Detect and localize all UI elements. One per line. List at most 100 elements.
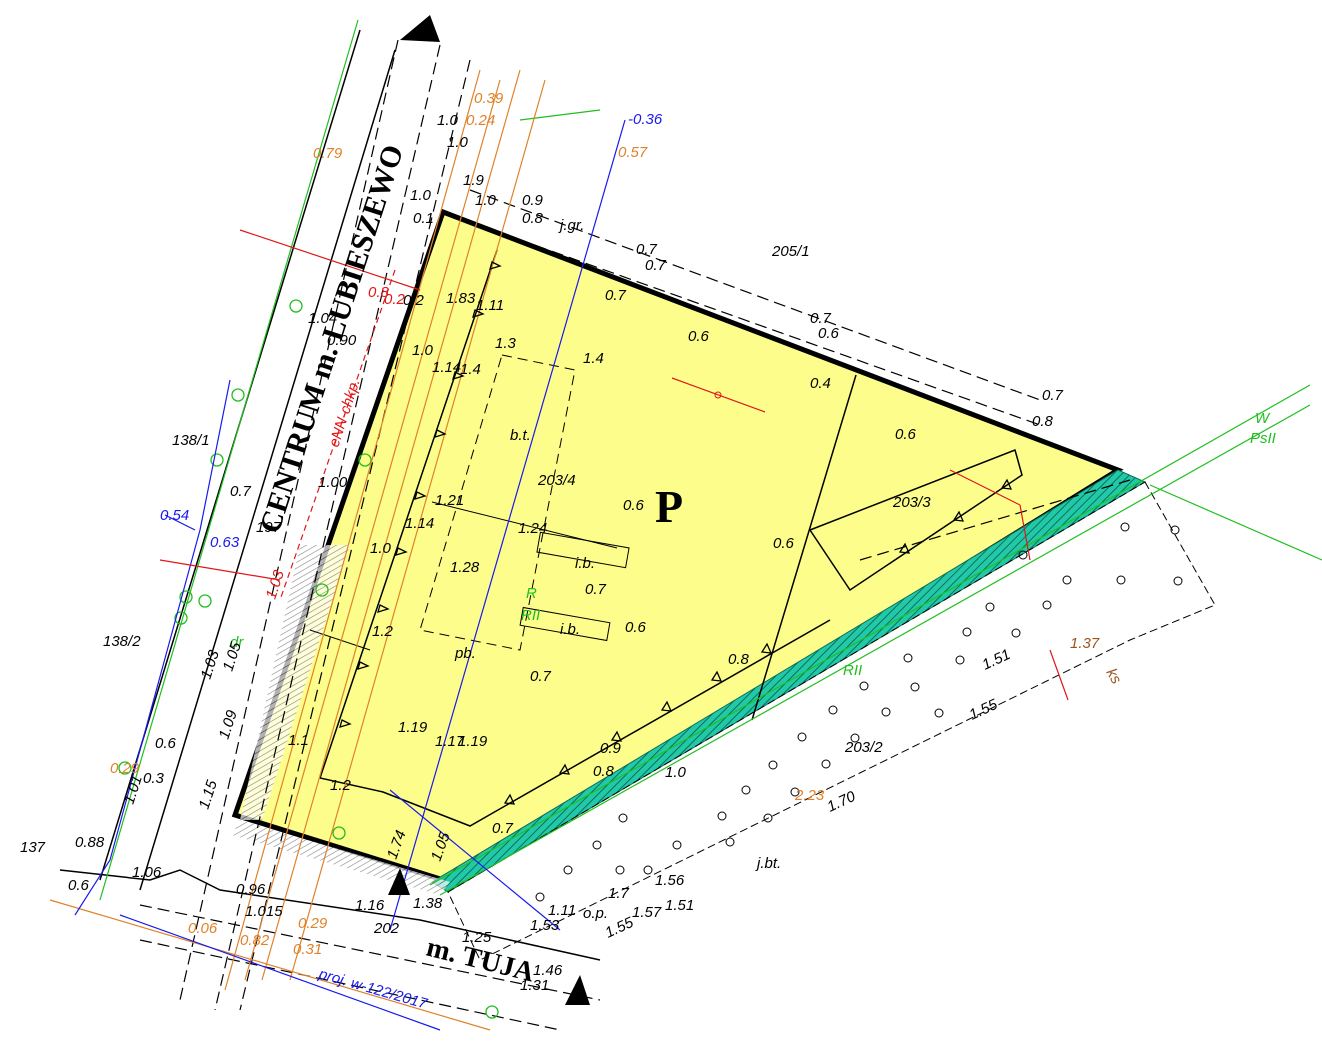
svg-text:0.6: 0.6 <box>895 426 917 443</box>
svg-text:2.23: 2.23 <box>794 787 825 804</box>
svg-text:1.09: 1.09 <box>216 708 241 742</box>
svg-text:0.06: 0.06 <box>188 920 218 937</box>
mark-ib-2: i.b. <box>560 621 580 638</box>
svg-text:1.19: 1.19 <box>398 719 428 736</box>
svg-text:1.03: 1.03 <box>263 568 288 602</box>
svg-text:1.46: 1.46 <box>533 962 563 979</box>
svg-text:1.11: 1.11 <box>548 902 576 919</box>
svg-text:1.14: 1.14 <box>405 515 434 532</box>
parcel-number: 203/4 <box>537 472 576 489</box>
svg-text:0.6: 0.6 <box>688 328 710 345</box>
svg-text:1.0: 1.0 <box>370 540 392 557</box>
svg-text:1.03: 1.03 <box>198 648 223 682</box>
svg-text:0.96: 0.96 <box>236 881 266 898</box>
mark-r: R <box>526 585 537 602</box>
svg-text:0.82: 0.82 <box>240 932 270 949</box>
svg-text:1.56: 1.56 <box>655 872 685 889</box>
svg-text:1.3: 1.3 <box>495 335 517 352</box>
height-labels-black: 1.0 1.0 1.9 1.0 0.9 0.8 1.0 0.1 0.7 0.7 … <box>68 112 1064 994</box>
svg-text:1.15: 1.15 <box>196 778 221 812</box>
svg-text:-0.36: -0.36 <box>628 111 663 128</box>
svg-text:1.55: 1.55 <box>967 696 1001 724</box>
svg-text:0.79: 0.79 <box>313 145 343 162</box>
svg-text:0.9: 0.9 <box>600 740 622 757</box>
parcel-138-2: 138/2 <box>103 633 141 650</box>
svg-text:0.6: 0.6 <box>625 619 647 636</box>
gate-arrow <box>388 868 410 895</box>
mark-bt: b.t. <box>510 427 531 444</box>
svg-text:1.24: 1.24 <box>518 520 547 537</box>
parcel-197: 197 <box>256 519 282 536</box>
svg-text:1.53: 1.53 <box>530 917 560 934</box>
area-203-2 <box>447 481 1216 961</box>
svg-text:1.4: 1.4 <box>583 350 604 367</box>
svg-text:0.6: 0.6 <box>773 535 795 552</box>
svg-text:1.11: 1.11 <box>476 297 504 314</box>
svg-text:0.29: 0.29 <box>110 760 140 777</box>
svg-text:0.8: 0.8 <box>728 651 750 668</box>
svg-text:0.4: 0.4 <box>810 375 831 392</box>
svg-text:1.37: 1.37 <box>1070 635 1100 652</box>
label-dr: dr <box>230 634 244 651</box>
svg-text:0.2: 0.2 <box>384 291 406 308</box>
svg-text:0.6: 0.6 <box>818 325 840 342</box>
svg-text:1.0: 1.0 <box>412 342 434 359</box>
svg-text:0.8: 0.8 <box>1032 413 1054 430</box>
mark-rii-2: RII <box>843 662 862 679</box>
orange-utility <box>49 69 546 1031</box>
green-utility <box>99 19 1322 901</box>
svg-text:1.01: 1.01 <box>121 773 146 806</box>
svg-text:1.7: 1.7 <box>608 885 630 902</box>
green-circles <box>118 299 499 1019</box>
svg-text:1.2: 1.2 <box>330 777 352 794</box>
svg-text:1.38: 1.38 <box>413 895 443 912</box>
label-jgr: j.gr. <box>558 217 584 234</box>
shed-203-3 <box>808 449 1023 592</box>
svg-text:0.2: 0.2 <box>403 292 425 309</box>
label-jbt: j.bt. <box>755 855 781 872</box>
svg-text:1.015: 1.015 <box>245 903 283 920</box>
svg-text:0.29: 0.29 <box>298 915 328 932</box>
blue-utility <box>74 119 626 1031</box>
south-hatch <box>232 820 450 895</box>
svg-text:0.90: 0.90 <box>327 332 357 349</box>
north-arrow-top <box>400 15 440 42</box>
svg-text:1.51: 1.51 <box>665 897 694 914</box>
svg-text:1.51: 1.51 <box>980 646 1014 674</box>
svg-text:0.7: 0.7 <box>810 310 832 327</box>
svg-text:0.7: 0.7 <box>1042 387 1064 404</box>
svg-text:0.54: 0.54 <box>160 507 189 524</box>
svg-text:0.1: 0.1 <box>413 210 434 227</box>
mark-pb: pb. <box>454 645 476 662</box>
svg-text:1.14: 1.14 <box>432 359 461 376</box>
height-labels-orange: 0.39 0.24 0.79 0.57 0.29 2.23 0.31 0.29 … <box>110 90 1100 958</box>
svg-text:1.05: 1.05 <box>220 640 245 674</box>
svg-text:1.00: 1.00 <box>318 474 348 491</box>
svg-text:1.4: 1.4 <box>460 361 481 378</box>
inner-outline <box>319 249 831 827</box>
svg-text:0.7: 0.7 <box>605 287 627 304</box>
parcel-letter: P <box>655 481 683 532</box>
parcel-202: 202 <box>373 920 400 937</box>
label-w: W <box>1255 410 1271 427</box>
svg-text:0.57: 0.57 <box>618 144 648 161</box>
west-hatch <box>240 545 350 820</box>
north-arrow-bottom <box>565 975 590 1005</box>
svg-text:1.0: 1.0 <box>475 192 497 209</box>
label-ps: PsII <box>1250 430 1276 447</box>
parcel-137: 137 <box>20 839 46 856</box>
red-utility <box>159 229 1069 701</box>
boundary-lines <box>139 39 1131 1031</box>
sub-parcel-number: 203/3 <box>892 494 931 511</box>
svg-text:0.8: 0.8 <box>522 210 544 227</box>
svg-text:0.31: 0.31 <box>293 941 322 958</box>
svg-text:1.83: 1.83 <box>446 290 476 307</box>
svg-text:0.63: 0.63 <box>210 534 240 551</box>
svg-text:1.70: 1.70 <box>825 788 859 816</box>
mark-rii: RII <box>521 607 540 624</box>
label-ks: ks <box>1103 666 1125 688</box>
svg-text:0.3: 0.3 <box>143 770 165 787</box>
label-op: o.p. <box>583 905 608 922</box>
svg-text:1.0: 1.0 <box>410 187 432 204</box>
bt-outline <box>419 354 576 651</box>
